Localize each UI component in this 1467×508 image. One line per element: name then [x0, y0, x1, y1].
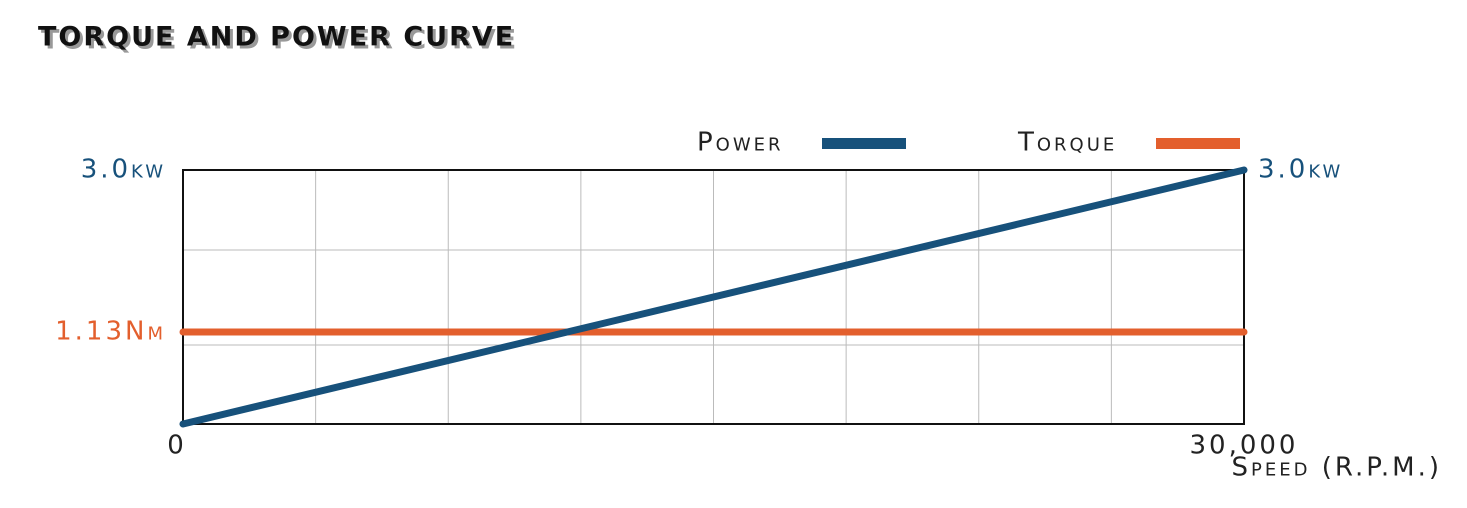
plot-frame	[182, 169, 1245, 425]
y-tick-label: 3.0kw	[1258, 155, 1343, 185]
x-tick-label: 0	[167, 431, 187, 461]
y-tick-label: 3.0kw	[81, 155, 166, 185]
legend-label: Power	[697, 128, 784, 158]
chart-title-shadow: TORQUE AND POWER CURVE	[41, 25, 518, 56]
x-axis-label: Speed (R.P.M.)	[1231, 453, 1442, 483]
series-line	[179, 166, 1248, 428]
chart-title: TORQUE AND POWER CURVE	[38, 22, 515, 53]
legend-swatch	[1156, 138, 1240, 149]
legend-label: Torque	[1017, 128, 1117, 158]
y2-tick-label: 1.13Nm	[55, 317, 166, 347]
legend-swatch	[822, 138, 906, 149]
x-tick-label: 30,000	[1190, 431, 1299, 461]
